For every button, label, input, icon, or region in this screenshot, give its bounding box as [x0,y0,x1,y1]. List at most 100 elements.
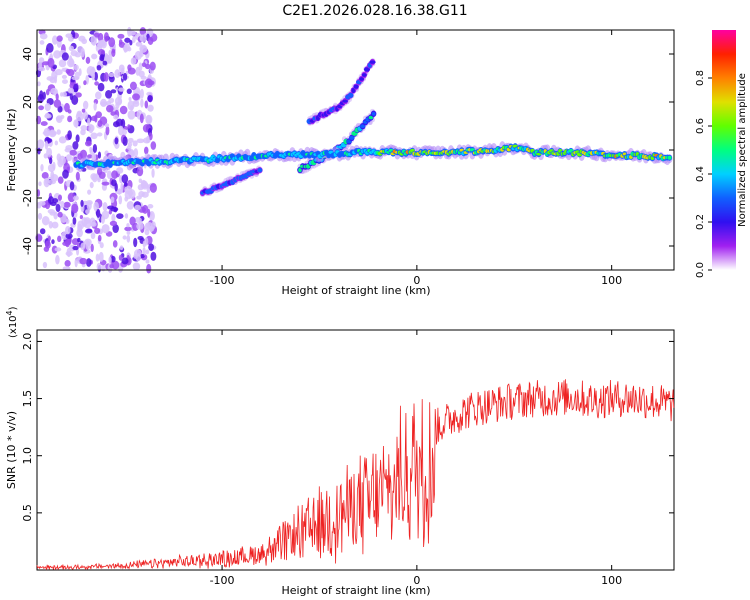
noise-speck [72,216,77,225]
noise-speck [108,37,116,48]
noise-speck [109,263,115,269]
noise-speck [67,115,73,123]
noise-speck [91,115,98,122]
noise-speck [133,237,138,248]
noise-speck [144,100,149,109]
noise-speck [144,237,149,246]
noise-speck [98,251,104,262]
noise-speck [39,40,45,45]
upper-branch-peak [347,92,354,98]
snr-series [36,379,675,571]
noise-speck [132,140,138,147]
noise-speck [97,151,102,159]
noise-speck [110,255,116,263]
noise-speck [73,64,79,71]
noise-speck [38,105,44,111]
noise-speck [127,137,134,143]
noise-speck [87,189,92,195]
noise-speck [112,240,118,248]
noise-speck [56,35,63,42]
colorbar-tick-label: 0.2 [695,214,706,230]
noise-speck [61,79,68,84]
noise-speck [96,132,103,137]
noise-speck [113,114,119,120]
noise-speck [96,65,102,71]
noise-speck [54,75,58,84]
noise-speck [114,69,121,78]
noise-speck [145,135,150,144]
noise-speck [72,245,79,251]
noise-speck [109,220,118,226]
spectrogram-panel: -100 0 100 -40 -20 0 20 40 Height of straight … [5,26,675,297]
noise-speck [46,43,54,53]
snr-scale-close: ) [8,306,19,310]
noise-speck [108,49,112,56]
noise-speck [61,74,68,79]
noise-speck [93,32,100,38]
noise-speck [135,253,141,262]
noise-speck [61,91,68,97]
noise-speck [138,62,143,71]
noise-speck [148,243,155,251]
noise-speck [127,124,131,129]
noise-speck [48,196,55,205]
noise-speck [117,188,122,195]
noise-speck [37,81,41,87]
noise-speck [61,52,69,61]
noise-speck [65,233,73,239]
snr-xlabel: Height of straight line (km) [281,584,430,597]
noise-speck [91,53,98,60]
noise-speck [118,195,123,205]
noise-speck [80,242,86,251]
noise-speck [80,47,85,58]
noise-speck [66,154,72,162]
noise-speck [83,219,92,229]
snr-scale-label: (x104) [5,306,19,338]
noise-speck [111,170,119,179]
noise-speck [51,221,59,229]
noise-speck [82,100,89,110]
snr-panel: -100 0 100 0.5 1.0 1.5 2.0 Height of straight… [5,306,675,597]
rising-branch-peak [368,115,374,120]
noise-speck [127,67,136,75]
upper-branch-peak [342,99,348,103]
noise-speck [139,27,147,36]
noise-speck [65,226,71,235]
noise-speck [96,262,102,271]
noise-speck [60,200,65,209]
noise-speck [147,36,154,45]
snr-ylabel: SNR (10 * v/v) [5,411,18,489]
noise-speck [147,208,151,218]
noise-speck [121,174,129,184]
spectrogram-x-tick-label: 0 [413,274,420,287]
snr-y-tick-label: 1.0 [21,447,34,465]
noise-speck [99,242,104,249]
noise-speck [93,201,99,212]
noise-speck [139,44,148,53]
noise-speck [97,48,106,56]
noise-speck [124,213,129,219]
noise-speck [90,132,98,140]
noise-speck [40,121,48,127]
spectrogram-y-ticks: -40 -20 0 20 40 [21,47,674,255]
noise-speck [69,181,75,191]
noise-speck [74,258,78,268]
noise-speck [54,140,58,146]
noise-speck [106,170,112,180]
noise-speck [77,153,83,160]
noise-speck [110,206,119,212]
noise-speck [47,235,51,242]
rising-branch-peak [371,111,376,116]
noise-speck [149,61,156,71]
noise-speck [114,137,119,145]
noise-speck [44,140,49,150]
noise-speck [135,41,143,47]
noise-speck [134,217,142,223]
noise-speck [38,62,42,70]
spectrogram-x-tick-label: 100 [601,274,622,287]
noise-speck [77,237,81,243]
upper-branch-peak [369,60,376,64]
snr-x-tick-label: -100 [210,574,235,587]
noise-speck [127,26,132,37]
noise-speck [45,240,51,249]
